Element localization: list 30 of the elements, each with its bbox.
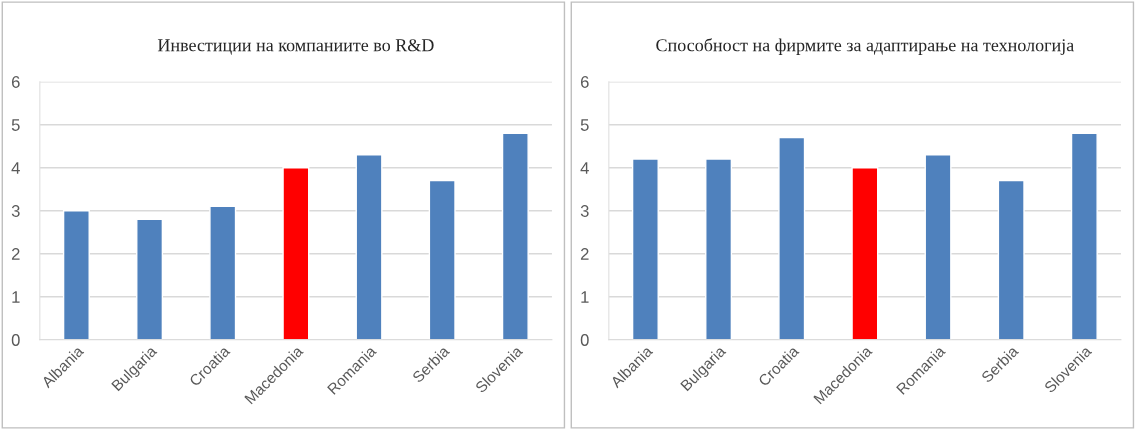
y-tick-label: 2 <box>11 248 20 260</box>
bar <box>501 132 529 340</box>
bar <box>631 158 659 340</box>
bar <box>355 154 383 340</box>
y-tick-label: 5 <box>580 119 589 131</box>
y-tick-label: 3 <box>11 205 20 217</box>
y-tick-label: 4 <box>11 162 20 174</box>
bar <box>136 218 164 340</box>
bar <box>705 158 733 340</box>
y-tick-label: 6 <box>580 76 589 88</box>
bar <box>997 179 1025 340</box>
bar <box>209 205 237 340</box>
y-tick-label: 0 <box>580 334 589 346</box>
y-tick-label: 5 <box>11 119 20 131</box>
bar <box>428 179 456 340</box>
bar <box>282 167 310 340</box>
y-tick-label: 1 <box>581 291 589 303</box>
bar <box>924 154 952 340</box>
chart-title: Способност на фирмите за адаптирање на технологија <box>656 38 1074 55</box>
bar <box>62 210 90 340</box>
y-tick-label: 3 <box>580 205 589 217</box>
bar <box>1070 132 1098 340</box>
y-tick-label: 4 <box>580 162 589 174</box>
y-tick-label: 2 <box>580 248 589 260</box>
y-tick-label: 0 <box>11 334 20 346</box>
bar <box>778 136 806 340</box>
y-tick-label: 1 <box>12 291 20 303</box>
y-tick-label: 6 <box>11 76 20 88</box>
chart-title: Инвестиции на компаниите во R&D <box>157 39 434 55</box>
bar <box>851 167 879 340</box>
